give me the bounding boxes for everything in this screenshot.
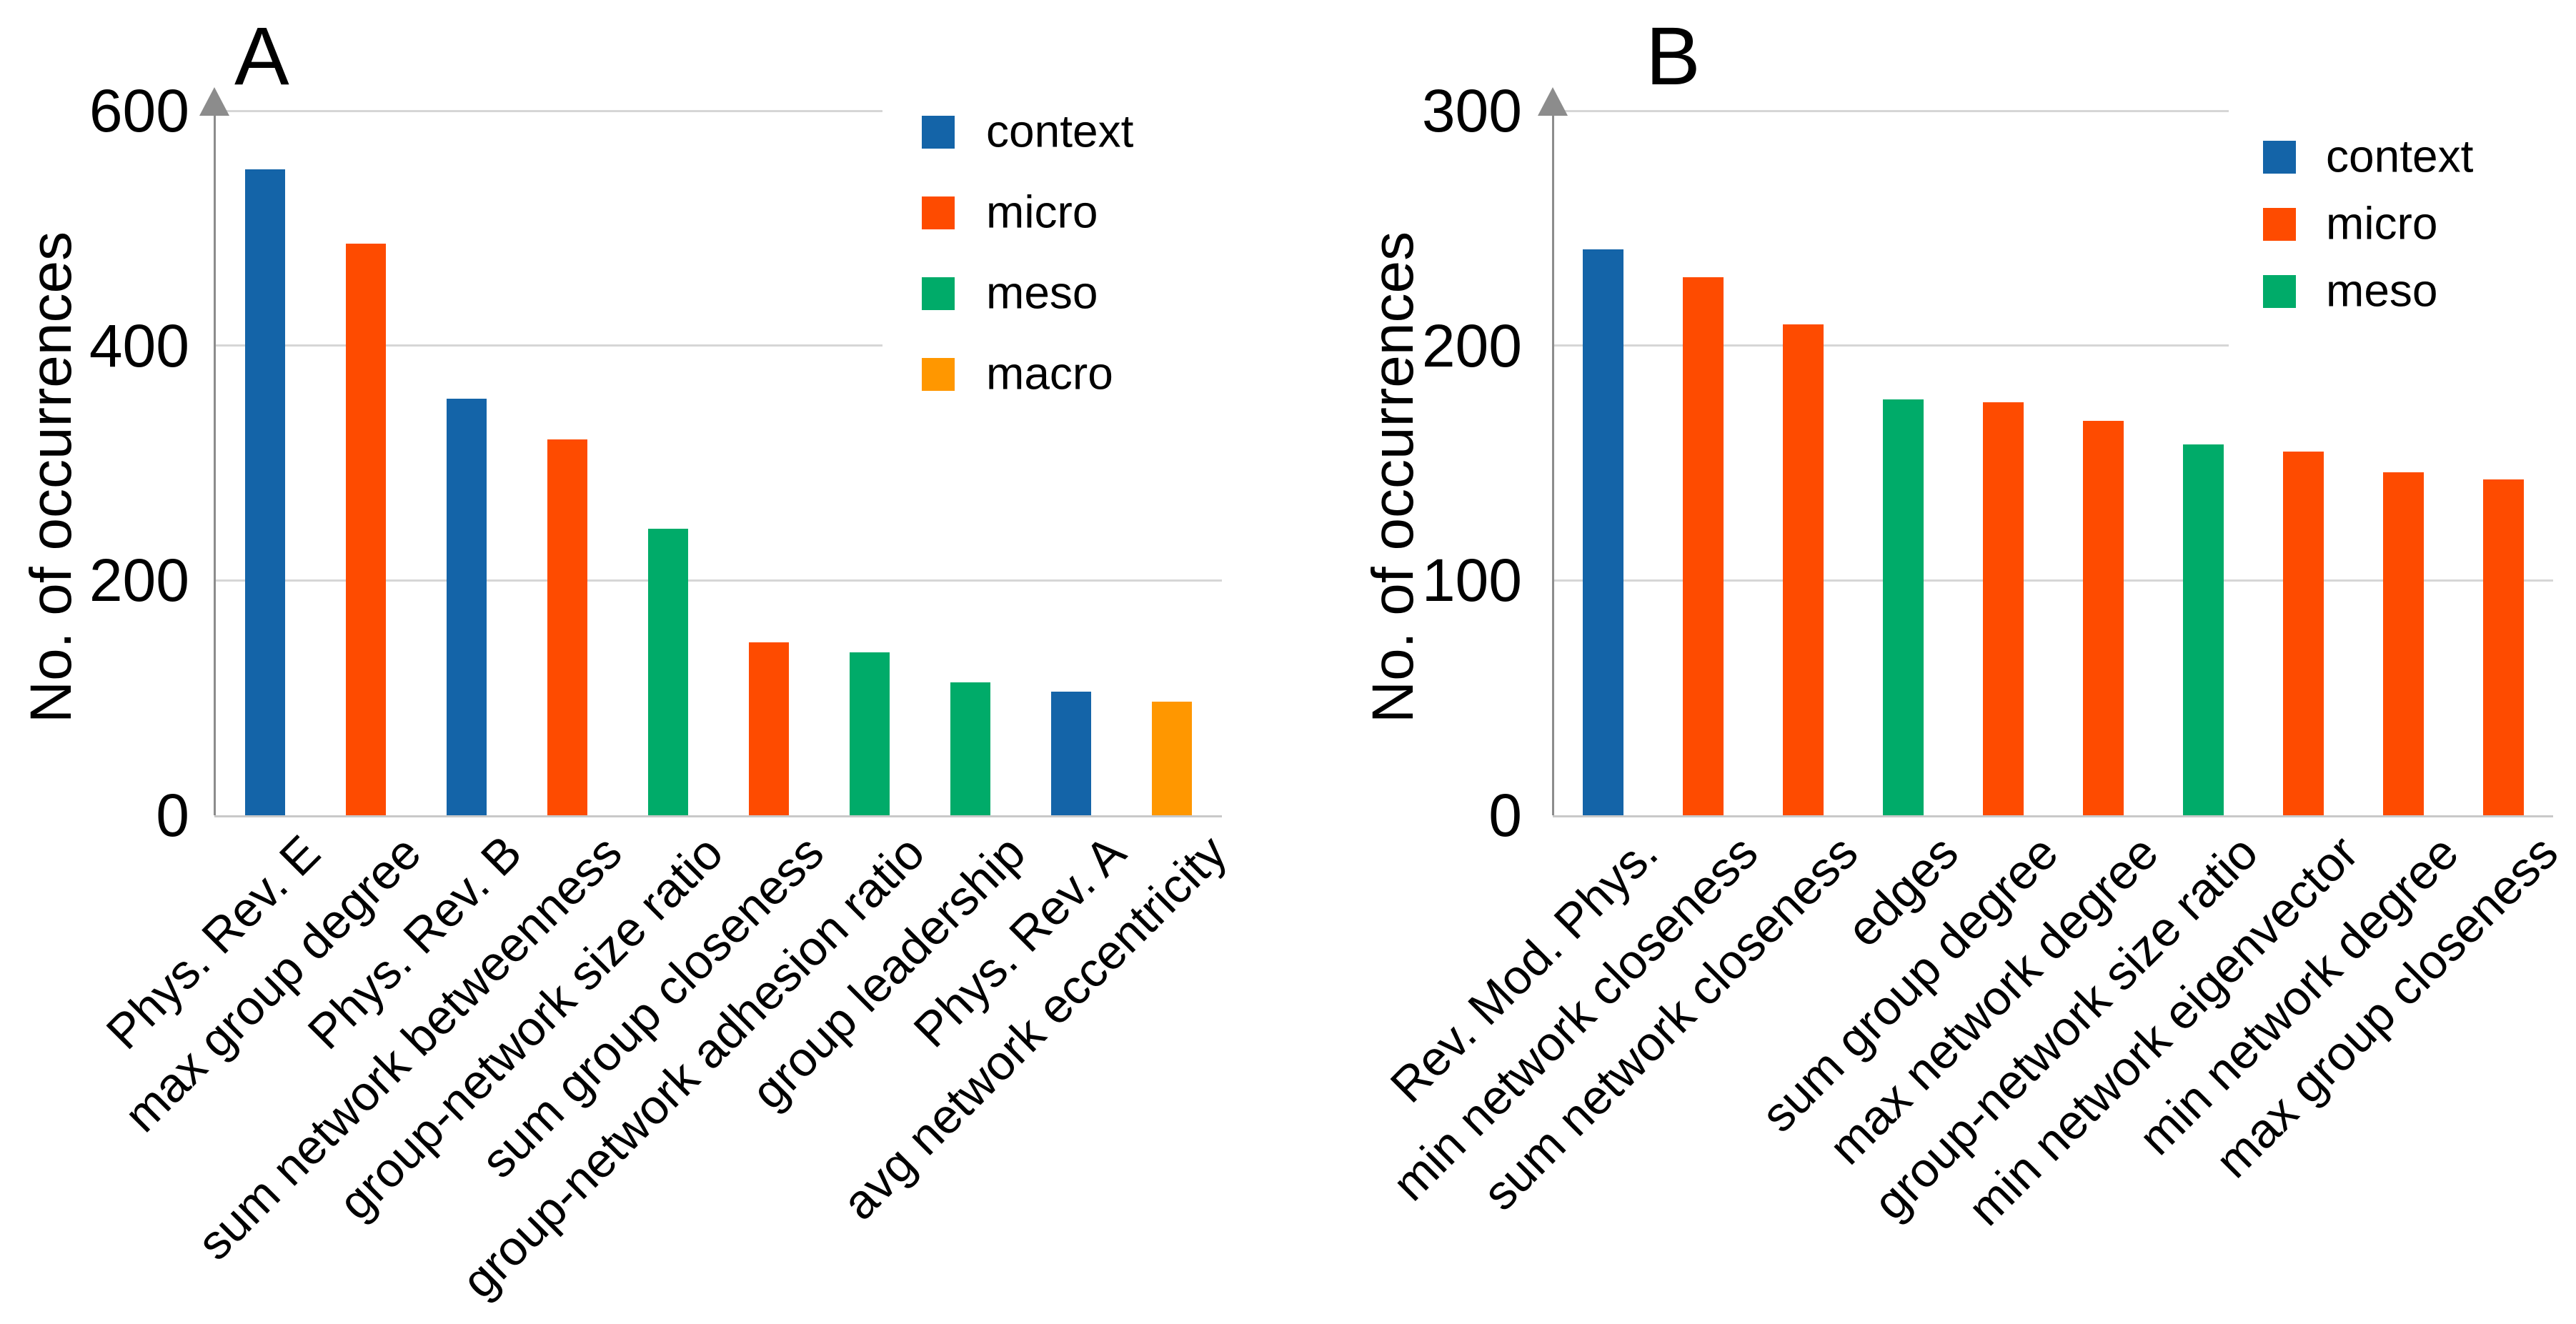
bar xyxy=(2182,444,2224,815)
y-tick-label: 200 xyxy=(1421,312,1522,379)
legend-label: micro xyxy=(986,186,1098,238)
gridline xyxy=(214,109,882,112)
bar xyxy=(849,652,890,815)
y-tick-label: 100 xyxy=(1421,547,1522,614)
y-tick-label: 200 xyxy=(89,547,189,614)
bar xyxy=(1050,692,1091,815)
bar xyxy=(345,243,386,815)
panel-title-a: A xyxy=(234,11,289,102)
bar xyxy=(1151,701,1192,815)
y-axis-label-b: No. of occurrences xyxy=(1361,231,1426,724)
bar xyxy=(1582,249,1623,815)
bar xyxy=(547,439,587,815)
legend-label: macro xyxy=(986,347,1113,399)
bar xyxy=(1682,277,1724,815)
x-axis-line xyxy=(1553,815,2553,817)
legend-swatch-context-icon xyxy=(922,116,955,149)
gridline xyxy=(214,579,1222,582)
bar xyxy=(2282,451,2324,815)
gridline xyxy=(1553,579,2553,582)
y-tick-label: 0 xyxy=(156,782,189,849)
y-tick-label: 600 xyxy=(89,77,189,144)
y-tick-label: 0 xyxy=(1488,782,1522,849)
bar xyxy=(950,682,990,815)
legend-swatch-context-icon xyxy=(2263,141,2296,174)
bar xyxy=(2082,420,2124,815)
gridline xyxy=(214,344,882,347)
panel-title-b: B xyxy=(1646,11,1701,102)
legend-swatch-micro-icon xyxy=(922,196,955,229)
legend-label: meso xyxy=(2326,264,2438,317)
y-axis-arrow-icon xyxy=(199,87,229,116)
bar xyxy=(647,529,688,815)
legend-swatch-meso-icon xyxy=(922,277,955,310)
y-axis-line xyxy=(1551,113,1554,815)
gridline xyxy=(1553,109,2229,112)
legend-swatch-macro-icon xyxy=(922,358,955,391)
bar xyxy=(2382,472,2424,815)
bar xyxy=(1882,399,1924,815)
x-axis-line xyxy=(214,815,1222,817)
gridline xyxy=(1553,344,2229,347)
y-axis-label-a: No. of occurrences xyxy=(19,231,84,724)
bar xyxy=(1982,402,2024,815)
legend-label: context xyxy=(2326,130,2474,182)
legend-label: micro xyxy=(2326,197,2438,249)
bar xyxy=(2482,479,2524,815)
legend-label: context xyxy=(986,105,1134,157)
bar xyxy=(1782,324,1824,815)
bar xyxy=(446,398,487,815)
legend-label: meso xyxy=(986,267,1098,319)
bar xyxy=(244,169,285,815)
y-axis-line xyxy=(213,113,216,815)
legend-swatch-meso-icon xyxy=(2263,275,2296,308)
y-axis-arrow-icon xyxy=(1538,87,1568,116)
y-tick-label: 400 xyxy=(89,312,189,379)
y-tick-label: 300 xyxy=(1421,77,1522,144)
bar xyxy=(748,642,789,815)
legend-swatch-micro-icon xyxy=(2263,208,2296,241)
